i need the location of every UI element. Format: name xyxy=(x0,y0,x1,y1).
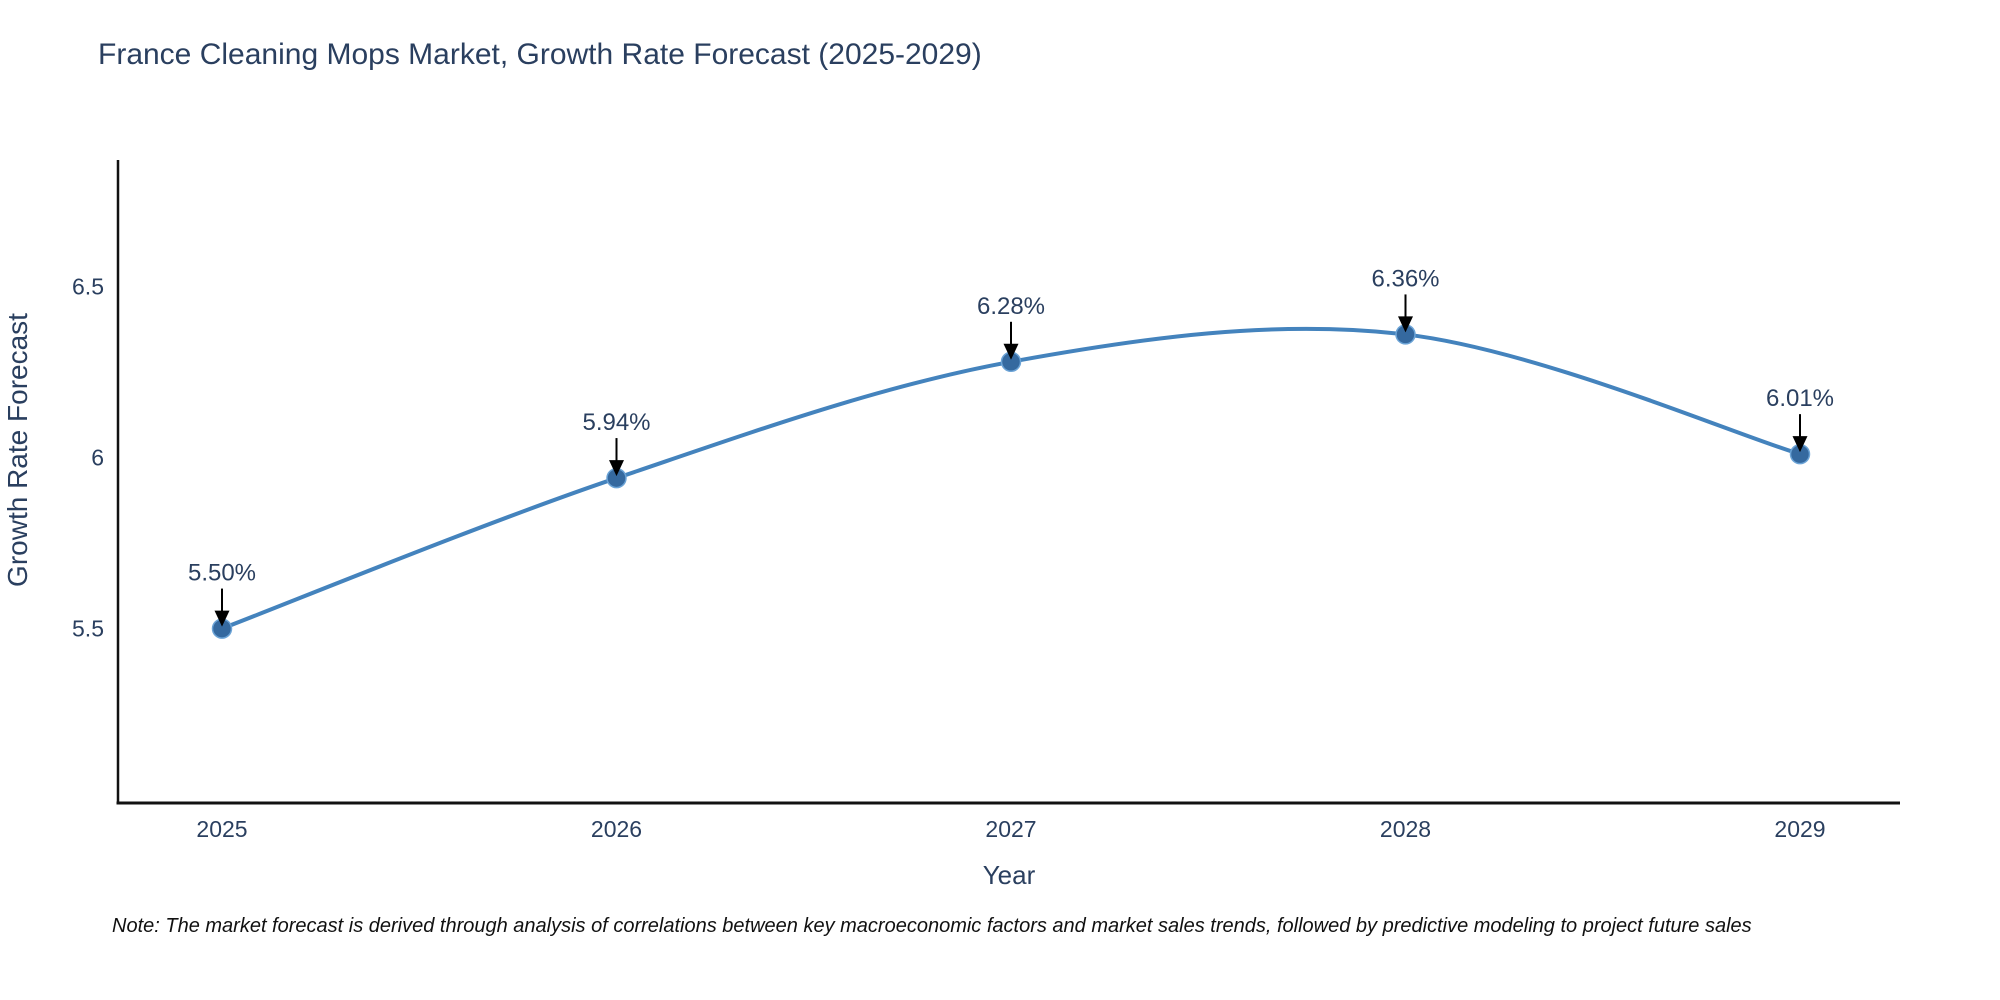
y-tick-label: 5.5 xyxy=(72,616,104,642)
x-axis-title: Year xyxy=(983,860,1036,890)
x-tick-label: 2026 xyxy=(591,816,642,842)
data-point-label: 6.01% xyxy=(1766,385,1834,412)
y-tick-label: 6.5 xyxy=(72,274,104,300)
footnote: Note: The market forecast is derived thr… xyxy=(112,915,1752,937)
x-tick-label: 2025 xyxy=(196,816,247,842)
annotation-arrowhead-icon xyxy=(609,460,624,477)
annotation-arrowhead-icon xyxy=(1398,316,1413,333)
x-tick-label: 2028 xyxy=(1380,816,1431,842)
x-tick-label: 2027 xyxy=(985,816,1036,842)
annotation-arrowhead-icon xyxy=(214,610,230,627)
x-tick-label: 2029 xyxy=(1774,816,1825,842)
data-point-label: 5.94% xyxy=(582,409,650,436)
annotation-arrowhead-icon xyxy=(1792,436,1808,453)
annotation-arrowhead-icon xyxy=(1003,343,1019,360)
chart-title: France Cleaning Mops Market, Growth Rate… xyxy=(98,38,982,71)
forecast-line xyxy=(221,326,1801,631)
data-point-label: 6.36% xyxy=(1371,265,1439,292)
data-point-label: 5.50% xyxy=(188,560,256,587)
data-point-label: 6.28% xyxy=(977,293,1045,320)
y-tick-label: 6 xyxy=(91,445,104,471)
y-axis-title: Growth Rate Forecast xyxy=(2,313,33,587)
